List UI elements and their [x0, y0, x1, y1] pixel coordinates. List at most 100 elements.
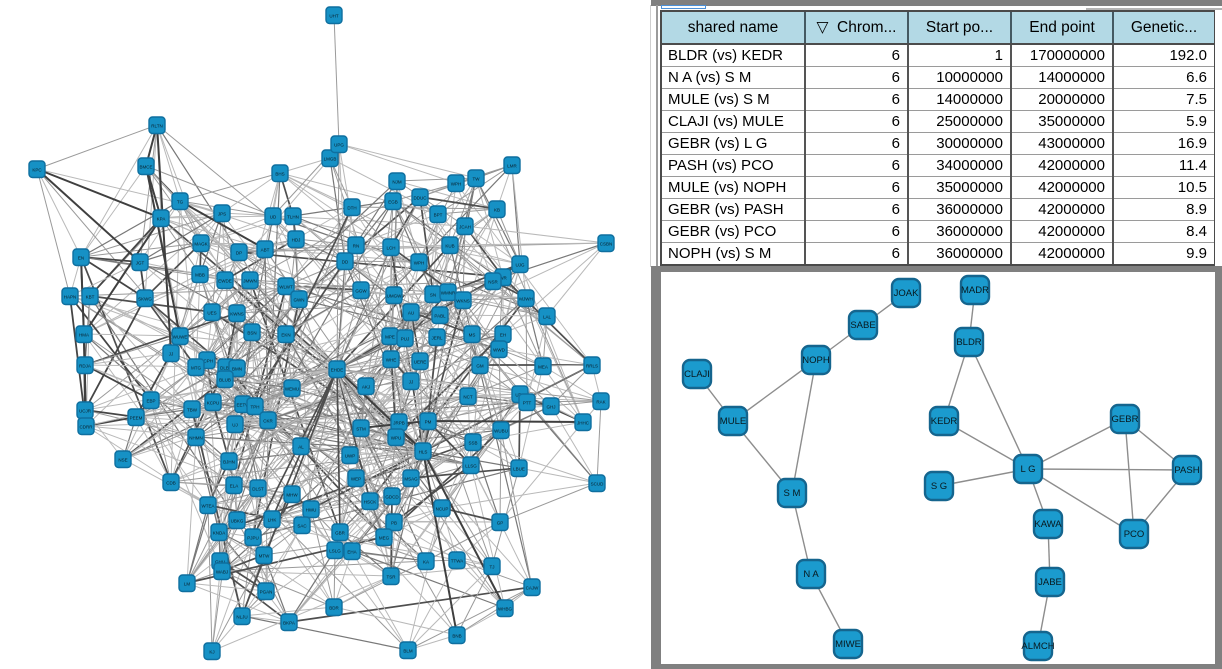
svg-text:PB: PB [391, 520, 397, 525]
svg-text:PUJ: PUJ [401, 336, 410, 341]
svg-text:KB: KB [494, 207, 500, 212]
svg-text:BMCE: BMCE [139, 164, 152, 169]
svg-text:ELA: ELA [230, 483, 239, 488]
svg-text:MULE: MULE [720, 416, 746, 427]
svg-text:L G: L G [1021, 464, 1036, 475]
svg-text:BLM: BLM [403, 648, 413, 653]
svg-text:MS: MS [469, 332, 476, 337]
svg-text:JCAH: JCAH [459, 224, 471, 229]
svg-text:MTG: MTG [191, 365, 201, 370]
svg-text:PTT: PTT [523, 400, 532, 405]
svg-text:LBUE: LBUE [513, 466, 525, 471]
svg-text:RDJA: RDJA [79, 363, 91, 368]
svg-text:PJPU: PJPU [247, 535, 259, 540]
svg-text:HWU: HWU [306, 507, 317, 512]
svg-text:BDR: BDR [329, 605, 339, 610]
svg-text:JABE: JABE [1038, 577, 1062, 588]
svg-text:AKJ: AKJ [362, 384, 370, 389]
svg-text:EBP: EBP [146, 398, 155, 403]
svg-text:WPH: WPH [414, 260, 425, 265]
svg-text:WPH: WPH [451, 181, 462, 186]
svg-text:AL: AL [298, 444, 304, 449]
svg-text:SN: SN [430, 292, 436, 297]
svg-text:UES: UES [207, 310, 216, 315]
svg-text:NCUP: NCUP [436, 506, 449, 511]
svg-text:HAPN: HAPN [64, 294, 77, 299]
svg-text:SAC: SAC [297, 523, 307, 528]
svg-text:LCH: LCH [386, 245, 395, 250]
svg-text:WLWT: WLWT [279, 284, 293, 289]
svg-text:GP: GP [497, 520, 504, 525]
svg-text:SSB: SSB [468, 440, 477, 445]
svg-text:PCO: PCO [1124, 529, 1145, 540]
svg-text:KBT: KBT [86, 294, 95, 299]
svg-text:RAK: RAK [596, 399, 605, 404]
svg-text:CDRR: CDRR [80, 424, 94, 429]
svg-text:MEA: MEA [538, 364, 548, 369]
svg-text:CSBN: CSBN [600, 241, 613, 246]
svg-text:EETW: EETW [237, 402, 251, 407]
svg-text:LMR: LMR [507, 163, 517, 168]
svg-text:ALMCH: ALMCH [1021, 641, 1054, 652]
svg-text:LAL: LAL [543, 314, 552, 319]
svg-text:CDB: CDB [166, 480, 176, 485]
svg-text:RRLS: RRLS [586, 363, 598, 368]
svg-text:DD: DD [342, 259, 349, 264]
svg-text:NJM: NJM [392, 179, 401, 184]
svg-text:UJ: UJ [232, 422, 238, 427]
svg-text:MEG: MEG [379, 535, 390, 540]
svg-text:HDJ: HDJ [292, 237, 301, 242]
svg-text:MPE: MPE [385, 334, 395, 339]
svg-text:STM: STM [356, 426, 366, 431]
svg-text:KCPU: KCPU [207, 400, 220, 405]
svg-text:BPT: BPT [434, 212, 443, 217]
svg-text:TTWA: TTWA [451, 558, 464, 563]
svg-text:LM: LM [184, 581, 191, 586]
svg-text:DTH: DTH [347, 205, 356, 210]
svg-text:BKPA: BKPA [283, 620, 295, 625]
svg-text:WABJ: WABJ [216, 569, 228, 574]
svg-text:LCPH: LCPH [201, 358, 213, 363]
svg-text:SCUD: SCUD [591, 481, 605, 486]
svg-text:BSN: BSN [247, 330, 256, 335]
svg-text:MADR: MADR [961, 285, 989, 296]
svg-text:S G: S G [931, 481, 947, 492]
svg-text:UHT: UHT [329, 13, 338, 18]
svg-text:GGW: GGW [355, 288, 367, 293]
svg-text:UERE: UERE [414, 359, 427, 364]
svg-text:KUB: KUB [445, 243, 454, 248]
svg-text:HMA: HMA [79, 332, 89, 337]
svg-text:DLBP: DLBP [220, 365, 232, 370]
svg-text:S M: S M [784, 488, 801, 499]
svg-text:PABL: PABL [434, 313, 446, 318]
svg-text:MHW: MHW [286, 492, 298, 497]
svg-text:NHMN: NHMN [189, 435, 203, 440]
svg-text:WUBU: WUBU [494, 428, 508, 433]
svg-text:KJ: KJ [209, 649, 214, 654]
svg-text:TW: TW [473, 176, 481, 181]
svg-text:RN: RN [353, 243, 360, 248]
svg-text:WR: WR [499, 275, 507, 280]
svg-text:MIWE: MIWE [835, 639, 861, 650]
svg-text:JERL: JERL [431, 335, 443, 340]
svg-text:WHE: WHE [386, 357, 397, 362]
svg-text:TPH: TPH [251, 404, 260, 409]
svg-text:LLSG: LLSG [465, 463, 477, 468]
svg-text:JRPB: JRPB [393, 420, 405, 425]
svg-text:LHK: LHK [268, 517, 277, 522]
svg-text:KEDR: KEDR [931, 416, 958, 427]
svg-text:MSAG: MSAG [404, 476, 418, 481]
svg-text:KPA: KPA [157, 216, 166, 221]
svg-text:PM: PM [425, 419, 432, 424]
svg-text:GDCD: GDCD [385, 494, 399, 499]
svg-text:AU: AU [408, 310, 414, 315]
svg-text:UCJR: UCJR [79, 408, 92, 413]
svg-text:SABE: SABE [850, 320, 875, 331]
svg-text:BLDR: BLDR [956, 337, 981, 348]
svg-text:EKN: EKN [281, 332, 290, 337]
svg-text:WMNR: WMNR [441, 290, 456, 295]
svg-text:PGAN: PGAN [260, 589, 273, 594]
svg-text:CAJW: CAJW [526, 585, 540, 590]
svg-text:LMGB: LMGB [324, 156, 337, 161]
svg-text:NCT: NCT [463, 394, 472, 399]
